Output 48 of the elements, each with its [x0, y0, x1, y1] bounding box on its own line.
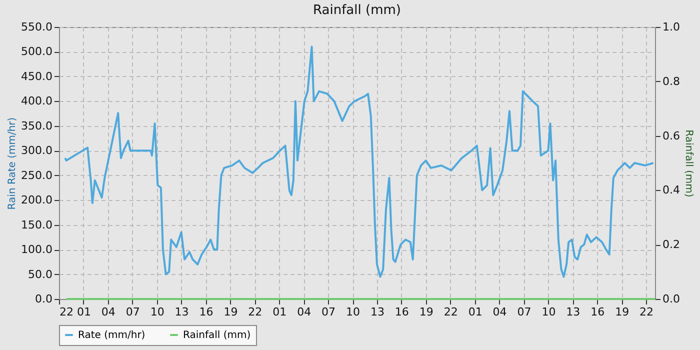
y-tick-label: 400.0: [21, 94, 52, 108]
x-tick-label: 22: [444, 306, 458, 318]
x-tick-label: 10: [150, 306, 164, 318]
x-tick-label: 16: [199, 306, 214, 318]
y2-tick-label: 0.2: [662, 238, 680, 252]
y-tick-label: 550.0: [21, 20, 52, 34]
y-tick-label: 100.0: [21, 243, 52, 256]
y-tick-label: 500.0: [21, 45, 52, 58]
x-tick-label: 13: [370, 306, 384, 318]
x-tick-label: 10: [346, 306, 360, 318]
y-tick-label: 300.0: [21, 144, 52, 158]
y-tick-label: 350.0: [21, 119, 52, 132]
x-tick-label: 01: [272, 306, 287, 318]
y2-tick-label: 0.6: [662, 129, 680, 142]
x-tick-label: 07: [322, 306, 336, 318]
legend-label: Rate (mm/hr): [78, 330, 146, 341]
x-tick-label: 01: [468, 306, 482, 318]
x-tick-label: 22: [248, 306, 262, 318]
x-tick-label: 04: [492, 306, 507, 318]
y-tick-label: 50.0: [28, 268, 52, 281]
y-tick-label: 0.0: [35, 292, 52, 306]
x-tick-label: 07: [517, 306, 532, 318]
y2-axis-title: Rainfall (mm): [682, 130, 694, 198]
x-tick-label: 19: [615, 306, 630, 318]
x-tick-label: 22: [60, 306, 74, 318]
x-tick-label: 04: [297, 306, 312, 318]
chart-title: Rainfall (mm): [313, 3, 401, 18]
x-tick-label: 01: [76, 306, 91, 318]
y2-tick-label: 0.4: [662, 184, 680, 197]
y-tick-label: 250.0: [21, 168, 52, 182]
x-tick-label: 07: [126, 306, 140, 318]
x-tick-label: 19: [224, 306, 238, 318]
legend-label: Rainfall (mm): [183, 330, 251, 341]
y-axis-title: Rain Rate (mm/hr): [7, 117, 18, 210]
x-tick-label: 19: [419, 306, 434, 318]
x-tick-label: 13: [174, 306, 189, 318]
x-tick-label: 16: [590, 306, 605, 318]
y2-tick-label: 1.0: [662, 20, 680, 34]
x-tick-label: 22: [640, 306, 654, 318]
y-tick-label: 150.0: [21, 218, 52, 232]
x-tick-label: 16: [394, 306, 409, 318]
y2-tick-label: 0.8: [662, 74, 680, 88]
x-tick-label: 13: [566, 306, 580, 318]
y-tick-label: 450.0: [21, 70, 52, 83]
y2-tick-label: 0.0: [662, 292, 680, 306]
y-tick-label: 200.0: [21, 194, 52, 207]
x-tick-label: 04: [101, 306, 116, 318]
x-tick-label: 10: [542, 306, 556, 318]
